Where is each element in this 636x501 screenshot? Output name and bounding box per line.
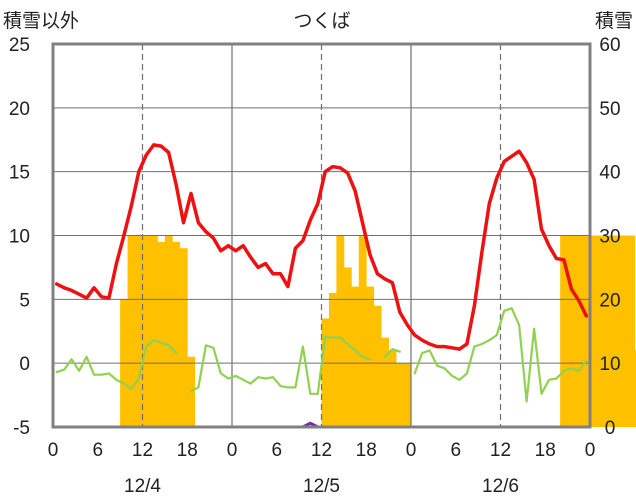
snow-bar: [612, 235, 621, 427]
snow-bar: [590, 235, 598, 427]
snow-bar: [381, 337, 390, 427]
x-tick-label: 18: [535, 440, 556, 461]
right-tick-label: 60: [599, 35, 620, 56]
green-series-line: [55, 339, 178, 390]
left-tick-labels: 25 20 15 10 5 0 -5: [9, 35, 30, 439]
x-tick-label: 0: [227, 440, 238, 461]
left-tick-label: -5: [13, 418, 30, 439]
right-tick-label: 10: [599, 354, 620, 375]
x-tick-label: 0: [406, 440, 417, 461]
snow-bar: [157, 241, 166, 427]
snow-bar: [164, 235, 173, 427]
snow-bar: [358, 235, 367, 427]
green-series-line: [383, 348, 401, 358]
snow-bar: [597, 235, 606, 427]
left-tick-label: 10: [9, 227, 30, 248]
plot-frame: [51, 42, 592, 429]
snow-bar: [575, 235, 583, 427]
snow-bar: [343, 267, 352, 427]
snow-bar: [179, 248, 188, 427]
x-tick-label: 0: [585, 440, 596, 461]
right-tick-label: 40: [599, 163, 620, 184]
snow-bar: [582, 235, 591, 427]
red-series-line: [54, 143, 589, 351]
x-tick-label: 6: [271, 440, 282, 461]
snow-bar: [388, 350, 397, 427]
snow-bar: [328, 292, 337, 427]
x-tick-label: 6: [450, 440, 461, 461]
right-tick-label: 30: [599, 227, 620, 248]
snow-bar: [336, 235, 345, 427]
day-label: 12/4: [124, 476, 161, 497]
left-tick-label: 5: [19, 290, 30, 311]
snow-bar: [366, 286, 375, 427]
snow-bar: [634, 350, 636, 427]
snow-bar: [172, 241, 181, 427]
x-tick-label: 18: [177, 440, 198, 461]
snow-bars-layer: [120, 235, 636, 427]
snow-bar: [403, 363, 412, 427]
snow-bar: [604, 235, 613, 427]
snow-bar: [127, 235, 136, 427]
snow-bar: [135, 235, 143, 427]
left-tick-label: 25: [9, 35, 30, 56]
snow-bar: [567, 235, 576, 427]
green-series-line: [413, 307, 588, 403]
x-tick-label: 18: [356, 440, 377, 461]
x-tick-label: 12: [132, 440, 153, 461]
x-tick-label: 6: [92, 440, 103, 461]
x-tick-label: 0: [48, 440, 59, 461]
right-tick-label: 50: [599, 99, 620, 120]
snow-bar: [149, 235, 158, 427]
x-tick-label: 12: [490, 440, 511, 461]
day-label: 12/5: [303, 476, 340, 497]
right-axis-label: 積雪: [595, 10, 633, 32]
right-tick-label: 0: [605, 418, 616, 439]
green-series-line: [189, 335, 372, 395]
left-axis-label: 積雪以外: [3, 10, 79, 32]
snow-bar: [351, 286, 360, 427]
snow-bar: [619, 235, 628, 427]
left-tick-label: 20: [9, 99, 30, 120]
grid-layer: [53, 44, 590, 427]
day-label: 12/6: [482, 476, 519, 497]
snow-bar: [396, 363, 404, 427]
left-tick-label: 0: [19, 354, 30, 375]
snow-bar: [142, 235, 151, 427]
x-tick-labels: 0 6 12 18 0 6 12 18 0 6 12 18 0: [48, 440, 596, 461]
left-tick-label: 15: [9, 163, 30, 184]
right-tick-label: 20: [599, 290, 620, 311]
snow-bar: [373, 305, 382, 427]
right-tick-labels: 60 50 40 30 20 10 0: [599, 35, 620, 439]
chart-title: つくば: [293, 10, 350, 32]
day-labels: 12/4 12/5 12/6: [124, 476, 519, 497]
snow-bar: [627, 235, 636, 427]
snow-bar: [321, 318, 330, 427]
x-tick-label: 12: [311, 440, 332, 461]
snow-bar: [560, 235, 569, 427]
